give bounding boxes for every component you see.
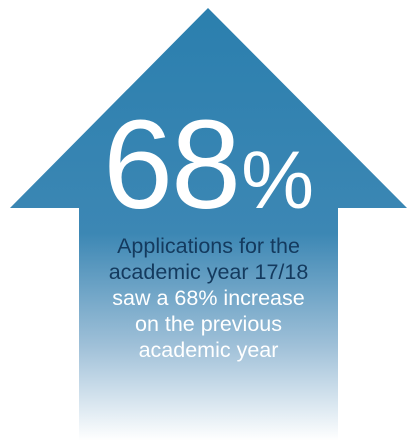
caption-body-line: saw a 68% increase xyxy=(112,286,305,310)
caption-highlight-line: academic year 17/18 xyxy=(108,260,309,284)
caption-highlight-line: Applications for the xyxy=(117,234,300,258)
caption-body-line: academic year xyxy=(138,338,279,362)
caption: Applications for the academic year 17/18… xyxy=(0,233,417,363)
stat-unit: % xyxy=(241,135,315,226)
arrow-shape xyxy=(10,8,407,441)
stat-value: 68 xyxy=(102,94,241,235)
caption-body-line: on the previous xyxy=(134,312,282,336)
stat-figure: 68% xyxy=(0,102,417,228)
